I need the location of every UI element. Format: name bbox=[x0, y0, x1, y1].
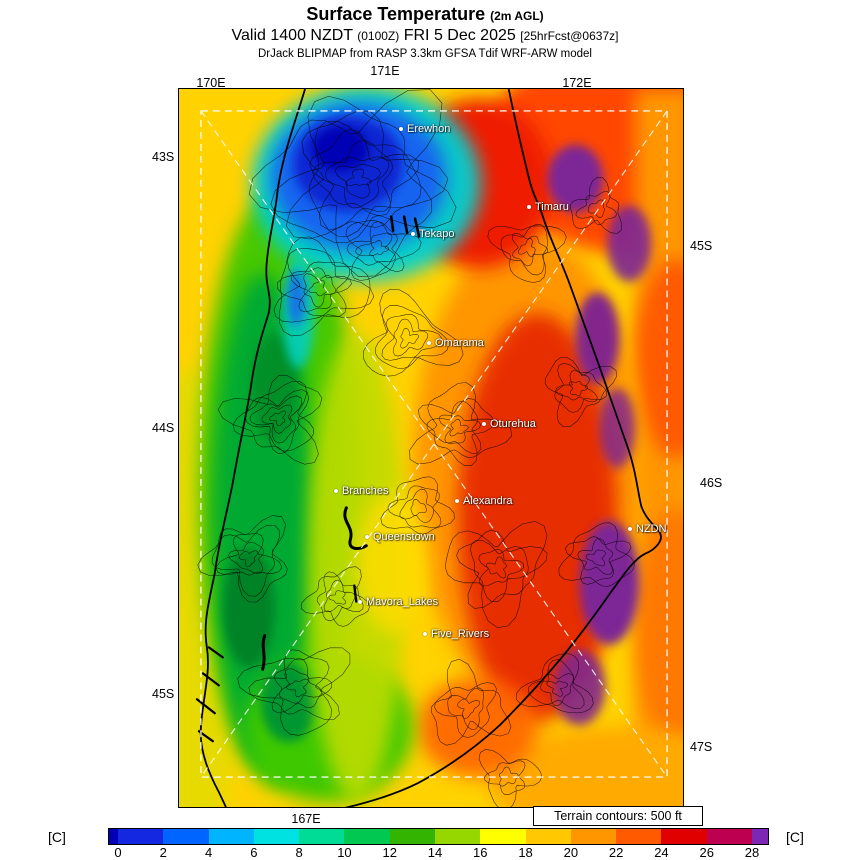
station-mavora_lakes: Mavora_Lakes bbox=[358, 596, 438, 608]
colorbar-tick: 20 bbox=[563, 845, 579, 860]
station-alexandra: Alexandra bbox=[455, 495, 513, 507]
station-dot-icon bbox=[334, 489, 338, 493]
colorbar-tick: 2 bbox=[159, 845, 167, 860]
colorbar-tick: 24 bbox=[654, 845, 669, 860]
station-dot-icon bbox=[358, 600, 362, 604]
colorbar-unit-left: [C] bbox=[48, 829, 66, 845]
terrain-contours-note: Terrain contours: 500 ft bbox=[533, 806, 703, 826]
axis-label-46s: 46S bbox=[700, 476, 723, 490]
station-label: NZDN bbox=[636, 523, 667, 535]
colorbar-segment bbox=[616, 829, 662, 844]
valid-zulu: (0100Z) bbox=[357, 29, 400, 43]
coastline bbox=[199, 89, 662, 807]
axis-label-43s: 43S bbox=[152, 150, 175, 164]
valid-line: Valid 1400 NZDT (0100Z) FRI 5 Dec 2025 [… bbox=[0, 27, 850, 45]
axis-label-45s: 45S bbox=[690, 239, 713, 253]
valid-main: Valid 1400 NZDT bbox=[231, 27, 353, 44]
station-label: Five_Rivers bbox=[431, 628, 490, 640]
colorbar-tick: 28 bbox=[744, 845, 760, 860]
station-nzdn: NZDN bbox=[628, 523, 667, 535]
colorbar-segment bbox=[163, 829, 209, 844]
colorbar-segment bbox=[751, 829, 768, 844]
station-label: Omarama bbox=[435, 337, 484, 349]
station-dot-icon bbox=[455, 499, 459, 503]
valid-date: FRI 5 Dec 2025 bbox=[403, 27, 516, 44]
station-label: Timaru bbox=[535, 201, 569, 213]
colorbar-segment bbox=[389, 829, 435, 844]
station-branches: Branches bbox=[334, 485, 388, 497]
colorbar-segment bbox=[661, 829, 707, 844]
colorbar-tick: 8 bbox=[295, 845, 303, 860]
station-label: Tekapo bbox=[419, 228, 455, 240]
colorbar-segment bbox=[434, 829, 481, 844]
station-dot-icon bbox=[628, 527, 632, 531]
station-erewhon: Erewhon bbox=[399, 123, 450, 135]
colorbar-segment bbox=[118, 829, 164, 844]
colorbar-tick: 4 bbox=[204, 845, 213, 860]
station-dot-icon bbox=[427, 341, 431, 345]
stations-layer: Erewhon Timaru Tekapo Omarama Oturehua Branch… bbox=[179, 89, 683, 807]
terrain-note-text: Terrain contours: 500 ft bbox=[554, 809, 682, 823]
station-dot-icon bbox=[411, 232, 415, 236]
domain-grid-overlay bbox=[200, 110, 668, 778]
station-timaru: Timaru bbox=[527, 201, 569, 213]
colorbar-segment bbox=[570, 829, 617, 844]
station-label: Alexandra bbox=[463, 495, 513, 507]
lakes bbox=[195, 215, 421, 743]
station-dot-icon bbox=[399, 127, 403, 131]
colorbar-segment bbox=[525, 829, 571, 844]
axis-label-45s: 45S bbox=[152, 687, 175, 701]
station-five_rivers: Five_Rivers bbox=[423, 628, 489, 640]
colorbar-tick: 26 bbox=[699, 845, 714, 860]
colorbar-segment bbox=[344, 829, 390, 844]
title-note: (2m AGL) bbox=[490, 9, 544, 23]
colorbar-tick: 10 bbox=[337, 845, 352, 860]
colorbar-segment bbox=[299, 829, 345, 844]
colorbar-segment bbox=[706, 829, 752, 844]
colorbar-tick: 14 bbox=[427, 845, 443, 860]
station-dot-icon bbox=[423, 632, 427, 636]
colorbar-ticks: 0 2 4 6 8 10 12 14 16 18 20 22 24 26 28 bbox=[108, 845, 769, 860]
colorbar-tick: 0 bbox=[114, 845, 122, 860]
station-oturehua: Oturehua bbox=[482, 418, 536, 430]
colorbar-tick: 12 bbox=[382, 845, 397, 860]
page-title: Surface Temperature (2m AGL) bbox=[0, 4, 850, 25]
station-queenstown: Queenstown bbox=[365, 531, 435, 543]
colorbar-unit-right: [C] bbox=[786, 829, 804, 845]
temperature-map bbox=[179, 89, 683, 807]
colorbar-tick: 16 bbox=[473, 845, 488, 860]
title-text: Surface Temperature bbox=[306, 4, 486, 24]
colorbar-tick: 22 bbox=[608, 845, 624, 860]
axis-label-172e: 172E bbox=[562, 76, 592, 90]
station-label: Oturehua bbox=[490, 418, 536, 430]
colorbar-tick: 6 bbox=[250, 845, 258, 860]
colorbar-segment bbox=[253, 829, 300, 844]
colorbar-segment bbox=[109, 829, 118, 844]
station-dot-icon bbox=[482, 422, 486, 426]
station-label: Queenstown bbox=[373, 531, 435, 543]
model-line: DrJack BLIPMAP from RASP 3.3km GFSA Tdif… bbox=[257, 48, 592, 60]
valid-fcst: [25hrFcst@0637z] bbox=[520, 29, 619, 43]
colorbar-segment bbox=[480, 829, 526, 844]
axis-label-167e: 167E bbox=[291, 812, 321, 826]
axis-label-44s: 44S bbox=[152, 421, 175, 435]
map-frame: Erewhon Timaru Tekapo Omarama Oturehua Branch… bbox=[178, 88, 684, 808]
colorbar bbox=[108, 828, 769, 845]
station-omarama: Omarama bbox=[427, 337, 484, 349]
colorbar-segment bbox=[208, 829, 254, 844]
colorbar-tick: 18 bbox=[518, 845, 533, 860]
station-label: Branches bbox=[342, 485, 389, 497]
axis-label-170e: 170E bbox=[196, 76, 226, 90]
axis-label-47s: 47S bbox=[690, 740, 713, 754]
station-label: Erewhon bbox=[407, 123, 451, 135]
contour-lines bbox=[197, 89, 635, 807]
station-dot-icon bbox=[365, 535, 369, 539]
temperature-field bbox=[179, 89, 683, 807]
axis-label-171e: 171E bbox=[370, 64, 400, 78]
station-label: Mavora_Lakes bbox=[366, 596, 439, 608]
station-tekapo: Tekapo bbox=[411, 228, 454, 240]
station-dot-icon bbox=[527, 205, 531, 209]
